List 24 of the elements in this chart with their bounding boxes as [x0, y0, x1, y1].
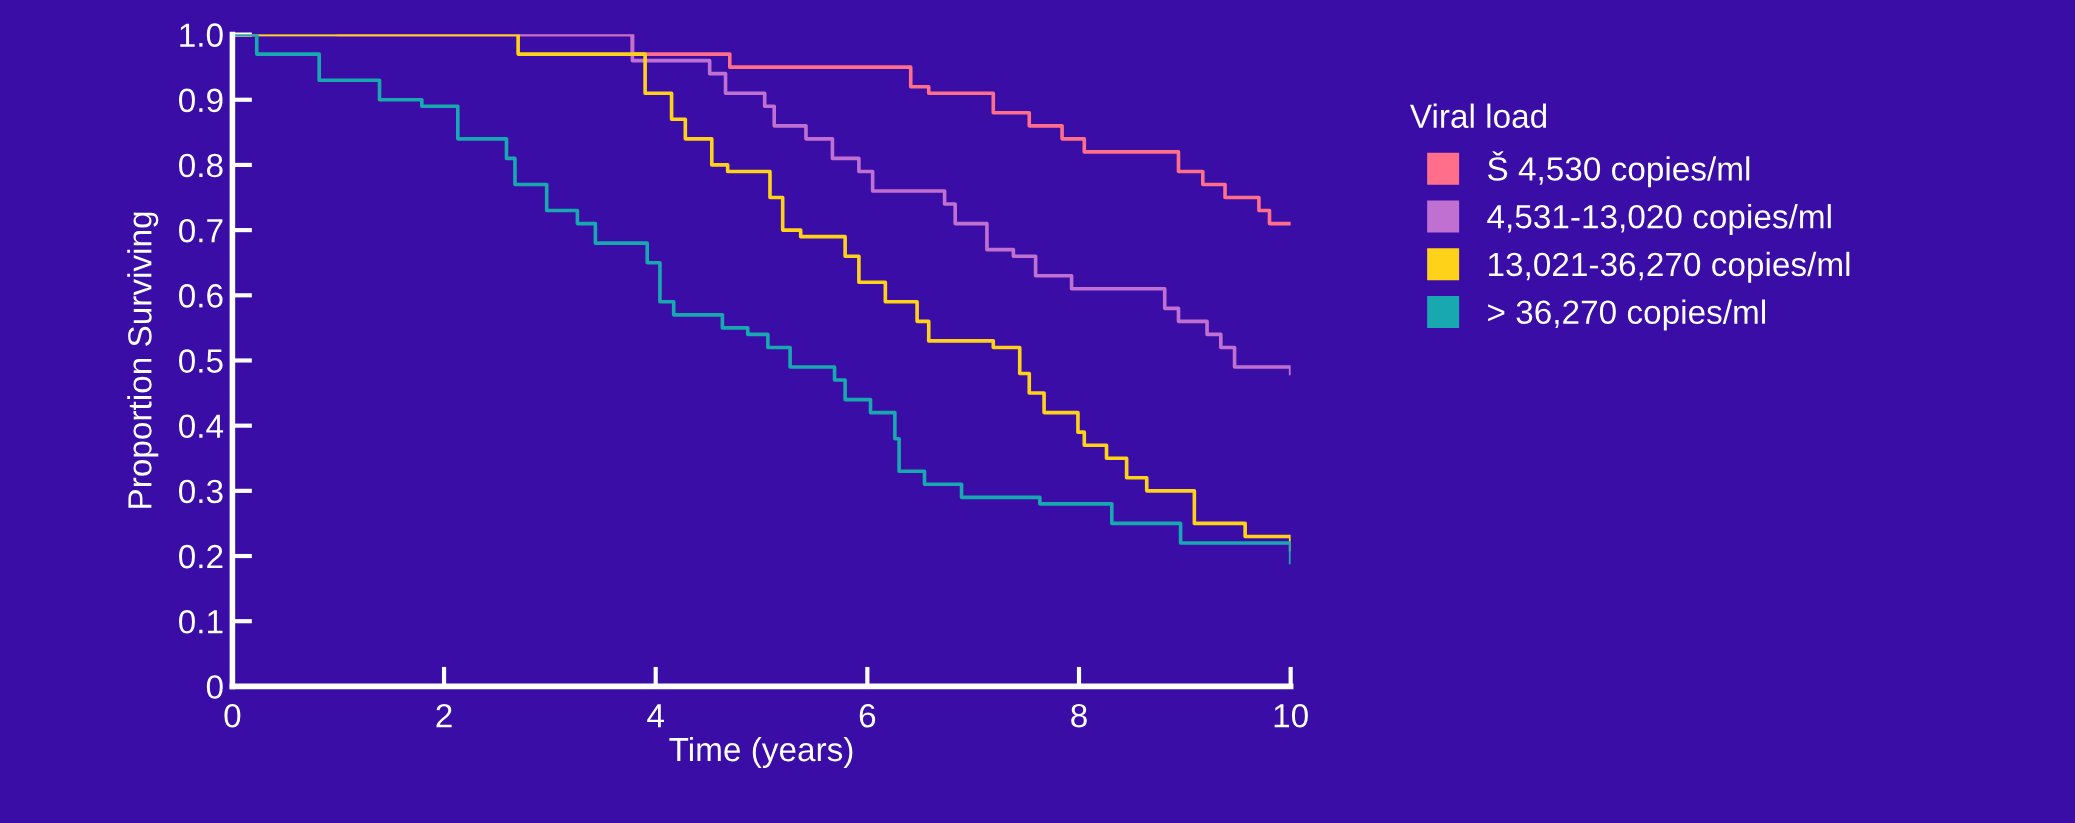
legend-title: Viral load: [1409, 103, 1547, 129]
y-axis-title: Proportion Surviving: [127, 212, 159, 508]
y-tick-label: 1.0: [180, 23, 223, 47]
legend-label: 13,021-36,270 copies/ml: [1489, 251, 1850, 283]
x-tick-label: 6: [859, 703, 876, 728]
x-tick-label: 10: [1274, 703, 1308, 728]
x-axis-title: Time (years): [669, 736, 853, 768]
y-tick-label: 0: [206, 675, 223, 699]
y-tick-label: 0.8: [179, 153, 223, 178]
x-tick-label: 8: [1071, 703, 1087, 728]
x-tick-label: 0: [224, 703, 241, 728]
legend-label: 4,531-13,020 copies/ml: [1487, 204, 1831, 236]
y-tick-label: 0.1: [179, 610, 223, 634]
y-tick-label: 0.9: [179, 88, 223, 113]
x-tick-label: 4: [647, 704, 664, 728]
legend-label: Š 4,530 copies/ml: [1487, 151, 1750, 188]
y-tick-label: 0.6: [179, 284, 223, 308]
y-tick-label: 0.2: [179, 544, 223, 569]
y-tick-label: 0.3: [179, 479, 223, 504]
y-tick-label: 0.7: [179, 218, 223, 243]
x-tick-label: 2: [436, 703, 452, 728]
y-tick-label: 0.4: [179, 414, 224, 439]
y-tick-label: 0.5: [179, 349, 223, 373]
legend-label: > 36,270 copies/ml: [1488, 299, 1765, 331]
